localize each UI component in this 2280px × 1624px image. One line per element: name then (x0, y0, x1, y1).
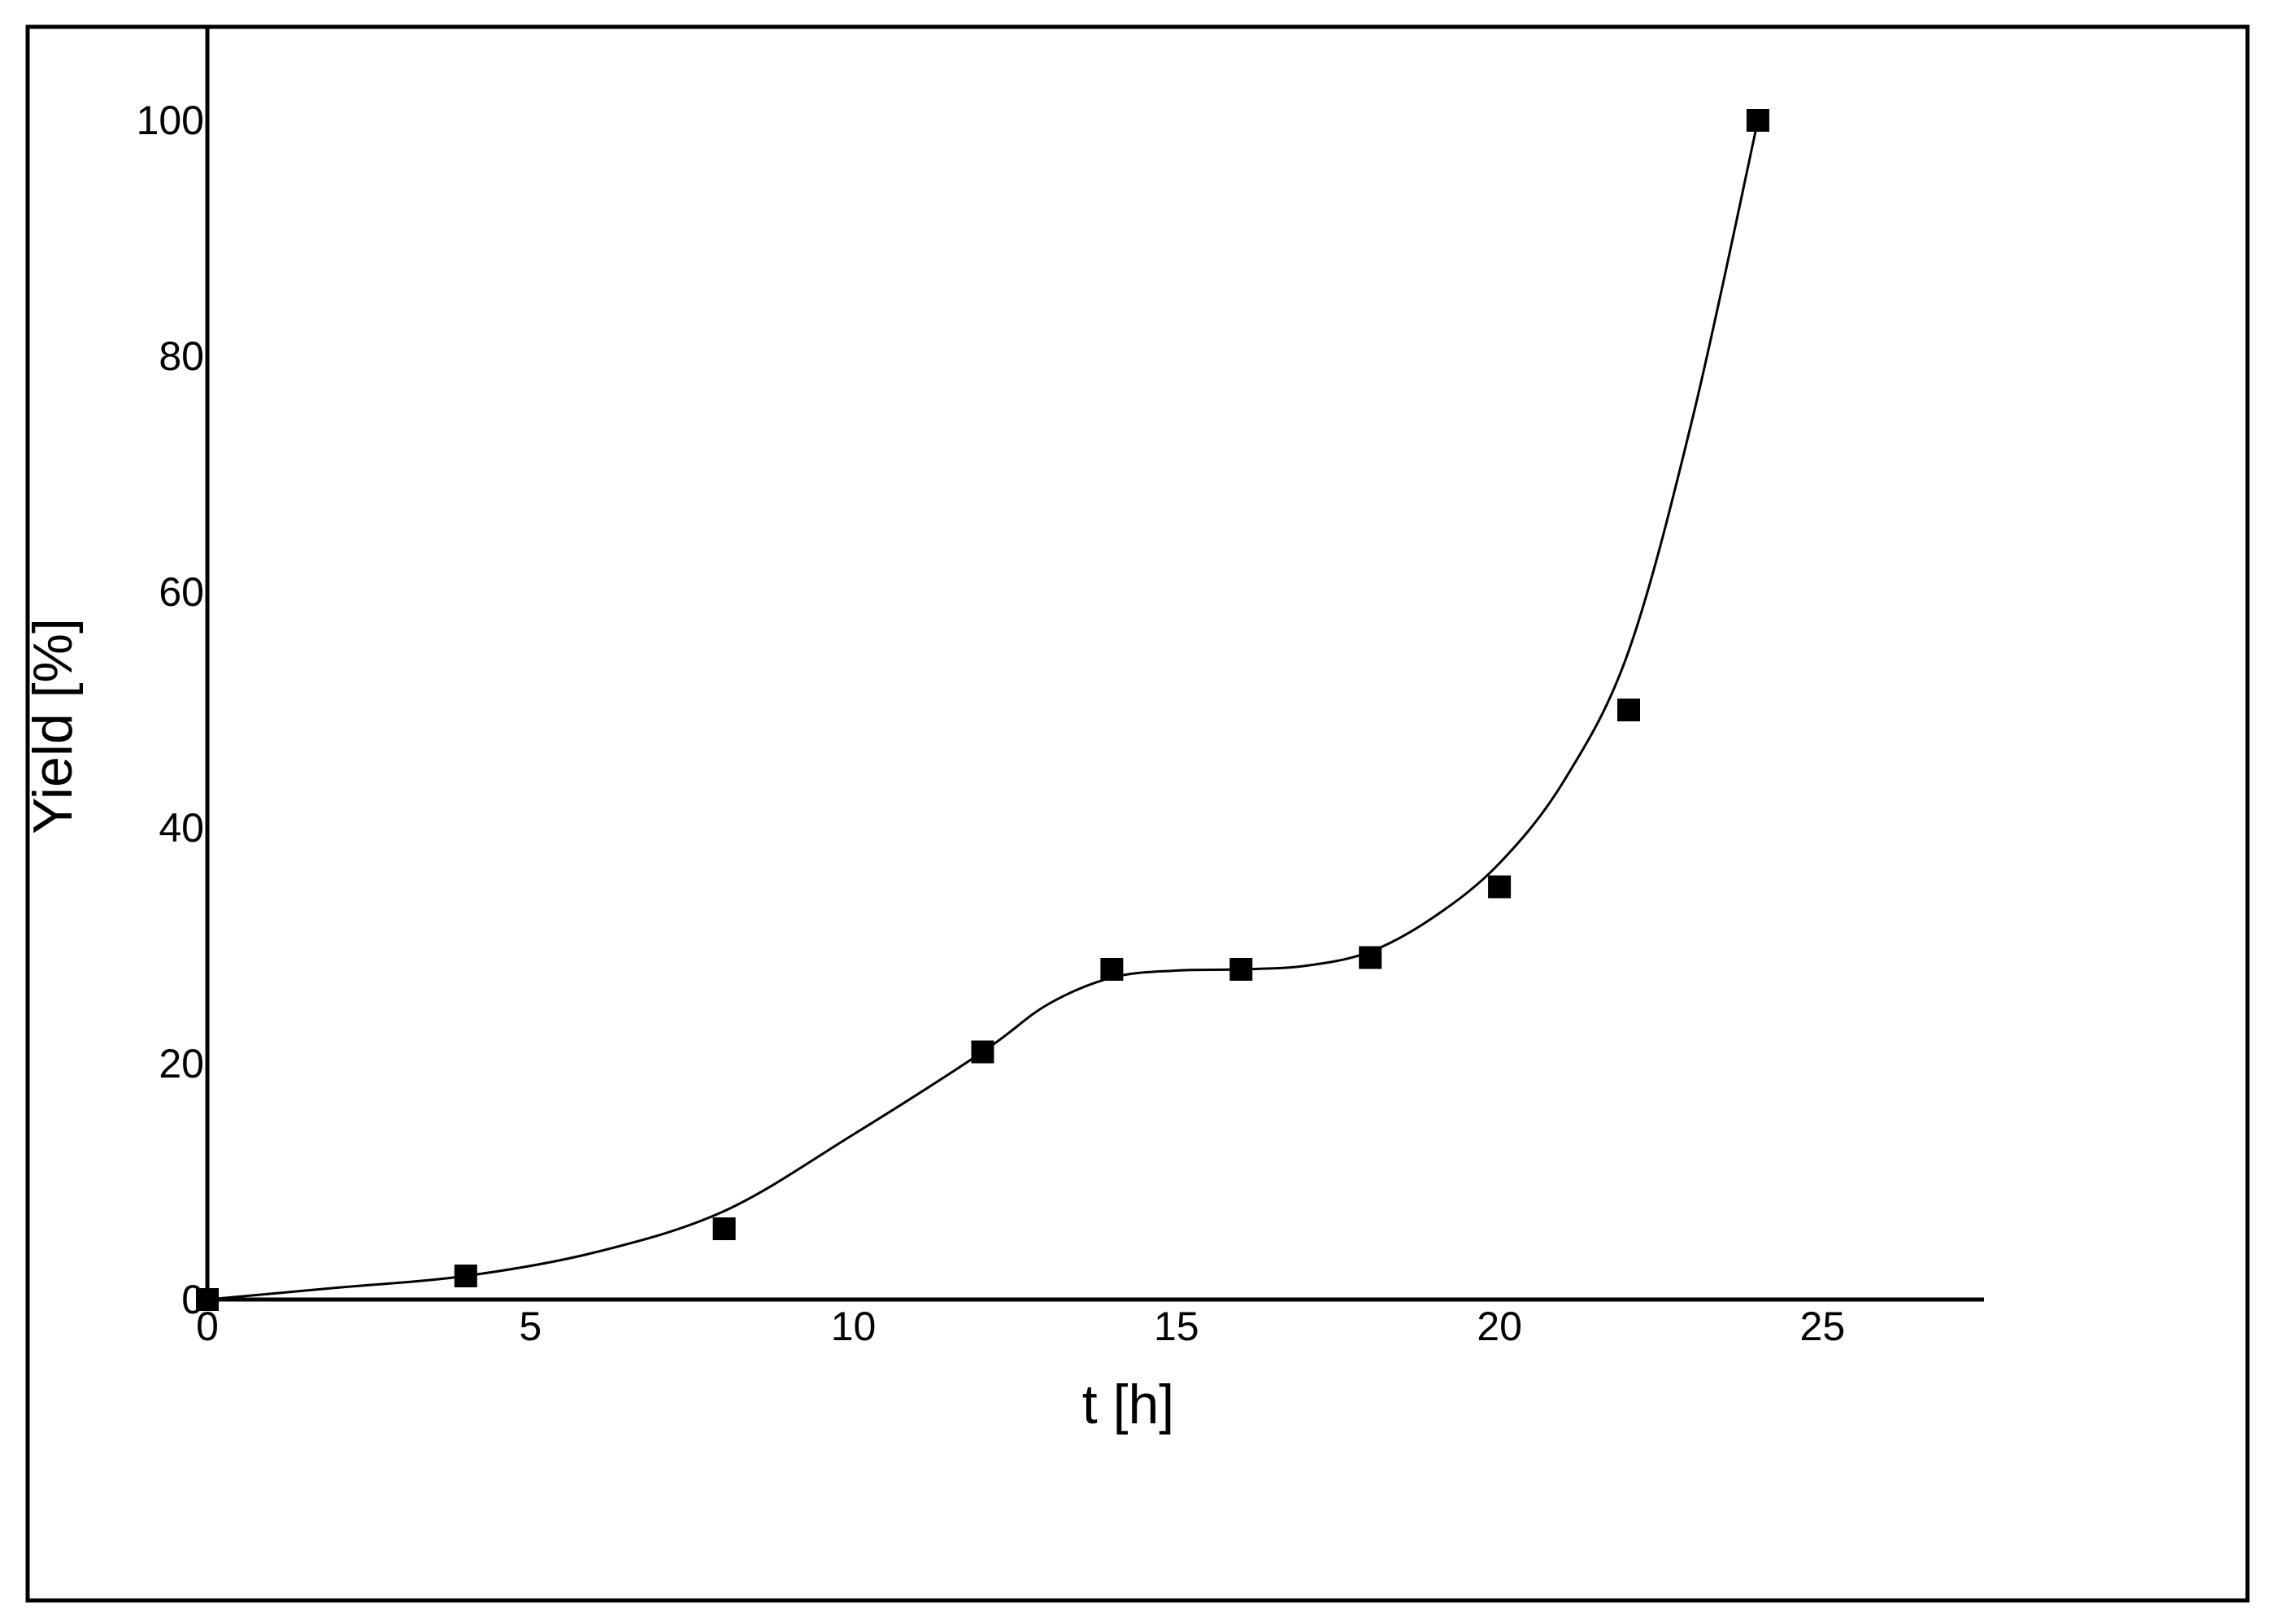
y-tick-label: 60 (159, 569, 204, 615)
data-point-marker (971, 1040, 994, 1064)
data-point-marker (1359, 946, 1382, 969)
data-markers (196, 109, 1769, 1311)
x-tick-label: 10 (831, 1304, 877, 1349)
data-point-marker (1488, 875, 1512, 899)
data-point-marker (196, 1288, 219, 1311)
y-tick-label: 20 (159, 1041, 204, 1086)
x-tick-label: 0 (196, 1304, 219, 1349)
y-tick-label: 40 (159, 805, 204, 851)
x-tick-labels: 0 5 10 15 20 25 (196, 1304, 1845, 1349)
data-point-marker (1746, 109, 1769, 132)
data-point-marker (1617, 699, 1640, 721)
data-point-marker (1100, 958, 1124, 981)
x-axis-title: t [h] (1082, 1374, 1174, 1435)
y-axis-title: Yield [%] (22, 618, 84, 834)
x-tick-label: 20 (1477, 1304, 1522, 1349)
y-tick-label: 80 (159, 333, 204, 379)
data-point-marker (712, 1217, 736, 1240)
x-tick-label: 5 (519, 1304, 542, 1349)
data-point-marker (1229, 958, 1253, 981)
x-tick-label: 25 (1800, 1304, 1846, 1349)
fit-curve-line (207, 120, 1760, 1301)
x-tick-label: 15 (1154, 1304, 1199, 1349)
y-tick-label: 100 (137, 98, 204, 143)
chart-frame (25, 24, 2250, 1603)
data-point-marker (454, 1265, 477, 1287)
